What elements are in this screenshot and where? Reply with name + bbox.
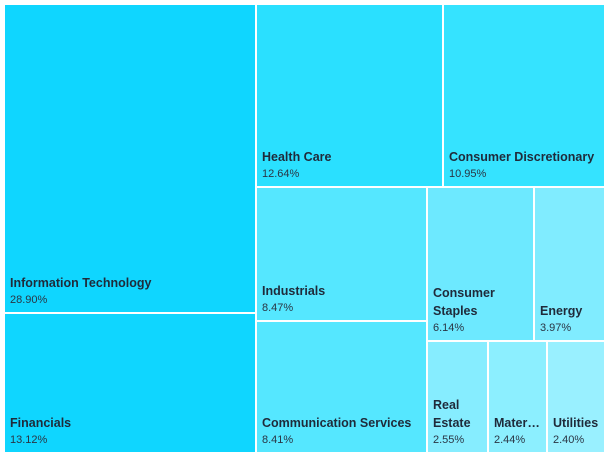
treemap-tile: Consumer Staples 6.14% bbox=[427, 187, 534, 341]
tile-text: Energy 3.97% bbox=[540, 302, 601, 336]
tile-value: 6.14% bbox=[433, 322, 465, 334]
treemap-tile: Industrials 8.47% bbox=[256, 187, 427, 321]
tile-label: Consumer Discretionary bbox=[449, 150, 595, 164]
treemap-tile: Communication Services 8.41% bbox=[256, 321, 427, 453]
tile-label: Information Technology bbox=[10, 276, 152, 290]
tile-label: Utilities bbox=[553, 416, 599, 430]
tile-text: Utilities 2.40% bbox=[553, 414, 601, 448]
treemap-tile: Materi… 2.44% bbox=[488, 341, 547, 453]
treemap-tile: Utilities 2.40% bbox=[547, 341, 605, 453]
tile-text: Health Care 12.64% bbox=[262, 148, 439, 182]
tile-value: 10.95% bbox=[449, 168, 487, 180]
tile-label: Materi… bbox=[494, 416, 543, 430]
tile-text: Communication Services 8.41% bbox=[262, 414, 423, 448]
tile-text: Real Estate 2.55% bbox=[433, 396, 484, 448]
tile-value: 12.64% bbox=[262, 168, 300, 180]
tile-value: 13.12% bbox=[10, 434, 48, 446]
tile-label: Communication Services bbox=[262, 416, 412, 430]
tile-label: Energy bbox=[540, 304, 583, 318]
treemap-tile: Health Care 12.64% bbox=[256, 4, 443, 187]
tile-text: Consumer Staples 6.14% bbox=[433, 284, 530, 336]
tile-value: 3.97% bbox=[540, 322, 572, 334]
treemap-tile: Real Estate 2.55% bbox=[427, 341, 488, 453]
tile-value: 8.41% bbox=[262, 434, 294, 446]
tile-label: Financials bbox=[10, 416, 72, 430]
treemap-tile: Information Technology 28.90% bbox=[4, 4, 256, 313]
tile-value: 2.44% bbox=[494, 434, 526, 446]
tile-text: Information Technology 28.90% bbox=[10, 274, 252, 308]
treemap-tile: Consumer Discretionary 10.95% bbox=[443, 4, 605, 187]
tile-value: 28.90% bbox=[10, 294, 48, 306]
tile-value: 2.55% bbox=[433, 434, 465, 446]
tile-text: Industrials 8.47% bbox=[262, 282, 423, 316]
treemap-tile: Energy 3.97% bbox=[534, 187, 605, 341]
tile-text: Materi… 2.44% bbox=[494, 414, 543, 448]
treemap-tile: Financials 13.12% bbox=[4, 313, 256, 453]
tile-label: Real Estate bbox=[433, 398, 471, 430]
tile-text: Financials 13.12% bbox=[10, 414, 252, 448]
tile-label: Health Care bbox=[262, 150, 332, 164]
tile-label: Consumer Staples bbox=[433, 286, 495, 318]
tile-label: Industrials bbox=[262, 284, 326, 298]
tile-text: Consumer Discretionary 10.95% bbox=[449, 148, 601, 182]
tile-value: 8.47% bbox=[262, 302, 294, 314]
tile-value: 2.40% bbox=[553, 434, 585, 446]
